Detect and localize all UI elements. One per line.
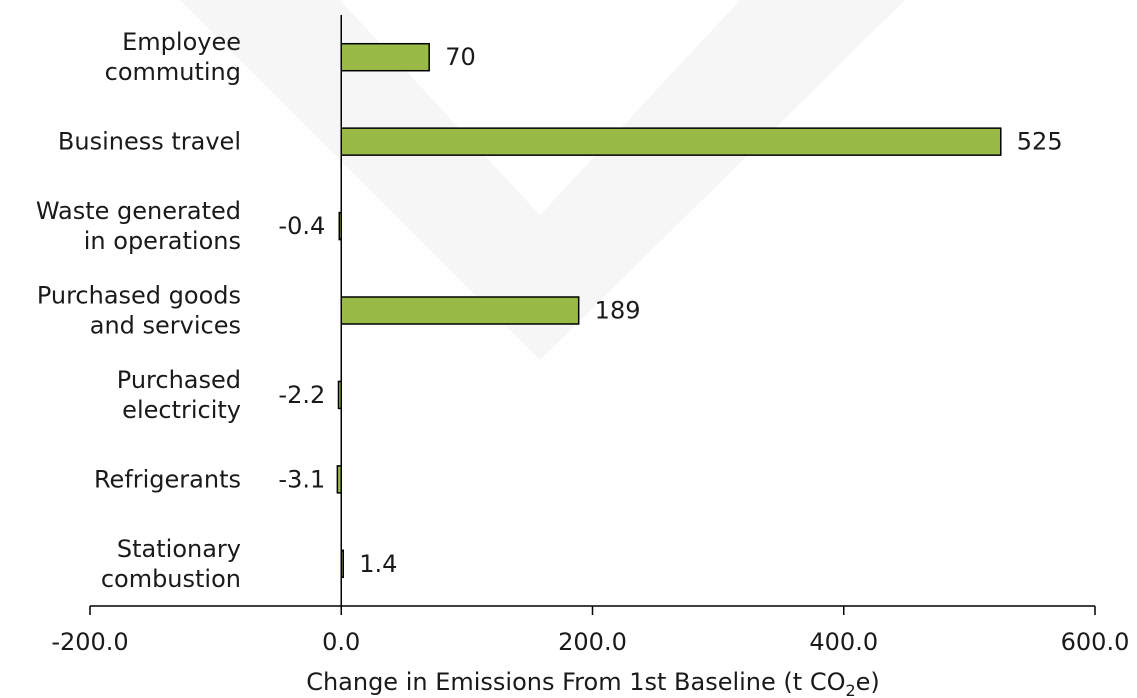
- x-axis-title: Change in Emissions From 1st Baseline (t…: [306, 668, 880, 698]
- labels-layer: 70 Employee commuting 525 Business travel -0.…: [36, 28, 1130, 656]
- category-label: Purchased goods and services: [37, 282, 241, 340]
- bar: [340, 296, 580, 325]
- category-label-line: Purchased goods: [37, 282, 241, 310]
- data-label: 70: [445, 43, 476, 71]
- bars-layer: [336, 42, 1002, 579]
- x-tick-label: 0.0: [322, 628, 360, 656]
- watermark: [180, 0, 905, 360]
- category-label-line: Stationary: [117, 535, 241, 563]
- category-label-line: Refrigerants: [94, 465, 241, 493]
- category-label: Stationary combustion: [101, 535, 241, 593]
- category-label: Refrigerants: [94, 465, 241, 493]
- category-label-line: Purchased: [117, 366, 241, 394]
- x-axis-title-subscript: 2: [845, 681, 855, 698]
- category-label: Business travel: [58, 128, 241, 156]
- category-label-line: in operations: [84, 227, 241, 255]
- bar: [340, 127, 1002, 156]
- category-label-line: and services: [90, 312, 241, 340]
- x-axis-title-main: Change in Emissions From 1st Baseline (t…: [306, 668, 845, 696]
- bar: [340, 42, 430, 72]
- category-label: Waste generated in operations: [36, 197, 241, 255]
- category-label-line: Waste generated: [36, 197, 241, 225]
- category-label-line: combustion: [101, 565, 241, 593]
- category-label: Employee commuting: [105, 28, 241, 86]
- data-label: 189: [595, 297, 641, 325]
- x-tick-label: -200.0: [51, 628, 128, 656]
- category-label-line: Employee: [122, 28, 241, 56]
- data-label: -2.2: [278, 381, 325, 409]
- x-tick-label: 600.0: [1061, 628, 1130, 656]
- x-tick-label: 400.0: [809, 628, 878, 656]
- category-label: Purchased electricity: [117, 366, 241, 424]
- x-tick-label: 200.0: [558, 628, 627, 656]
- data-label: 1.4: [359, 550, 397, 578]
- data-label: 525: [1017, 128, 1063, 156]
- category-label-line: electricity: [122, 396, 241, 424]
- data-label: -0.4: [278, 212, 325, 240]
- data-label: -3.1: [278, 465, 325, 493]
- category-label-line: Business travel: [58, 128, 241, 156]
- x-axis-title-suffix: e): [856, 668, 880, 696]
- category-label-line: commuting: [105, 58, 241, 86]
- axes-layer: [89, 15, 1096, 615]
